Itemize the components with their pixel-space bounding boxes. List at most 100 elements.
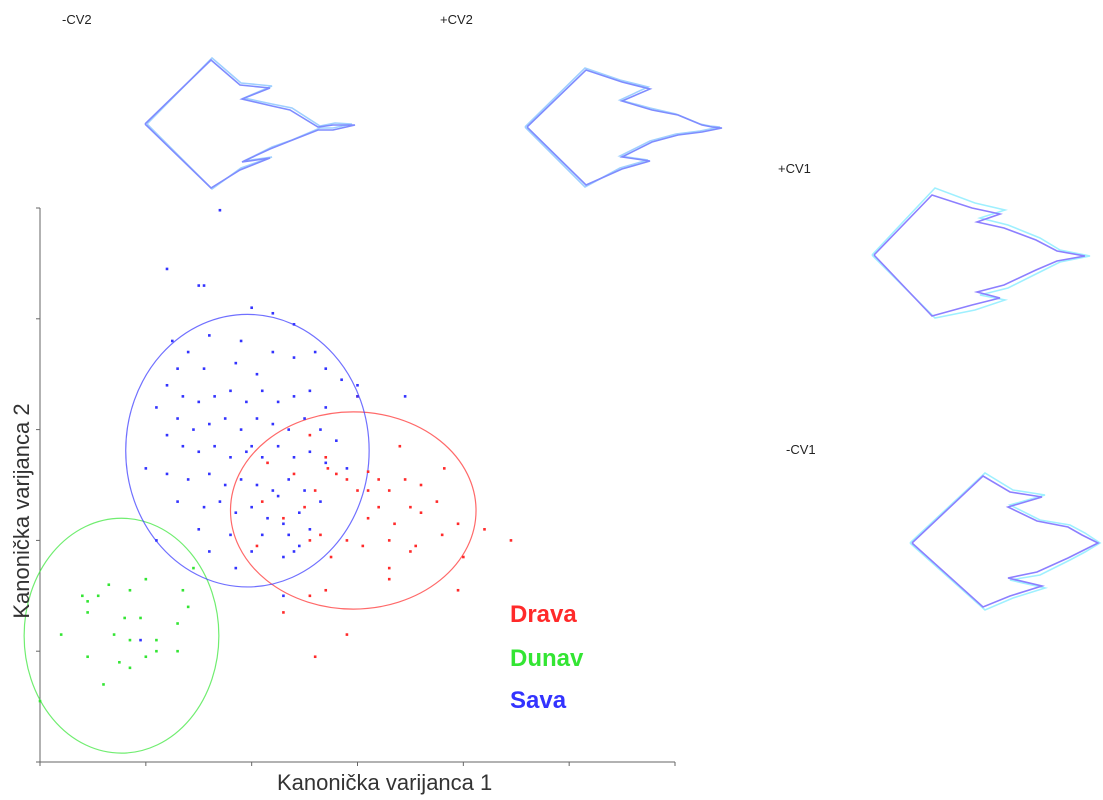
point-sava bbox=[335, 439, 338, 442]
shape-neg-cv2-outline bbox=[146, 56, 353, 191]
point-sava bbox=[197, 528, 201, 531]
point-sava bbox=[245, 450, 248, 454]
point-sava bbox=[345, 467, 349, 470]
point-drava bbox=[313, 655, 317, 659]
point-drava bbox=[361, 544, 365, 548]
point-dunav bbox=[123, 616, 126, 620]
point-dunav bbox=[176, 622, 179, 625]
point-sava bbox=[276, 444, 280, 448]
label-neg-cv1: -CV1 bbox=[786, 442, 816, 457]
point-sava bbox=[292, 456, 296, 459]
point-drava bbox=[483, 528, 486, 531]
point-sava bbox=[287, 533, 291, 537]
point-dunav bbox=[176, 649, 179, 653]
point-sava bbox=[324, 461, 328, 465]
point-drava bbox=[377, 505, 380, 509]
point-drava bbox=[292, 472, 296, 476]
point-sava bbox=[223, 483, 227, 487]
point-drava bbox=[324, 588, 328, 592]
point-drava bbox=[308, 594, 312, 598]
point-sava bbox=[165, 472, 169, 476]
point-sava bbox=[266, 516, 269, 520]
point-sava bbox=[287, 478, 291, 481]
shape-neg-cv2-outline-b bbox=[144, 58, 356, 190]
point-dunav bbox=[59, 633, 63, 636]
point-dunav bbox=[112, 633, 116, 636]
shape-pos-cv1-outline bbox=[871, 187, 1091, 319]
point-sava bbox=[271, 350, 275, 354]
point-sava bbox=[292, 323, 296, 326]
point-sava bbox=[319, 428, 322, 431]
point-sava bbox=[165, 383, 169, 387]
point-drava bbox=[366, 470, 370, 474]
point-sava bbox=[234, 361, 238, 365]
point-sava bbox=[229, 389, 232, 393]
shape-outlines bbox=[144, 56, 1102, 611]
point-drava bbox=[387, 577, 391, 581]
point-sava bbox=[282, 555, 285, 559]
point-sava bbox=[144, 467, 148, 470]
data-points bbox=[38, 208, 513, 703]
point-drava bbox=[387, 489, 391, 492]
point-sava bbox=[250, 550, 253, 553]
point-sava bbox=[208, 334, 211, 337]
point-sava bbox=[255, 417, 259, 420]
point-dunav bbox=[96, 594, 100, 598]
label-neg-cv2: -CV2 bbox=[62, 12, 92, 27]
point-sava bbox=[186, 478, 190, 481]
point-sava bbox=[202, 367, 206, 370]
point-drava bbox=[326, 467, 330, 470]
point-drava bbox=[260, 500, 264, 503]
point-drava bbox=[419, 511, 423, 514]
point-drava bbox=[462, 555, 465, 559]
point-dunav bbox=[128, 588, 132, 592]
point-drava bbox=[442, 467, 446, 470]
point-sava bbox=[176, 417, 179, 420]
point-sava bbox=[155, 539, 158, 542]
label-pos-cv1: +CV1 bbox=[778, 161, 811, 176]
point-drava bbox=[329, 555, 333, 559]
point-sava bbox=[297, 511, 301, 514]
point-sava bbox=[176, 500, 179, 503]
point-drava bbox=[345, 478, 349, 481]
x-axis-label: Kanonička varijanca 1 bbox=[277, 770, 493, 795]
point-sava bbox=[192, 428, 195, 431]
point-sava bbox=[303, 489, 306, 492]
point-sava bbox=[276, 400, 280, 404]
point-drava bbox=[435, 500, 439, 503]
point-sava bbox=[165, 267, 169, 271]
point-drava bbox=[266, 461, 269, 465]
point-drava bbox=[398, 444, 402, 448]
point-dunav bbox=[86, 655, 89, 659]
confidence-ellipses bbox=[23, 313, 477, 754]
shape-pos-cv1-outline-b bbox=[873, 194, 1086, 317]
point-drava bbox=[313, 489, 317, 492]
point-sava bbox=[208, 472, 211, 476]
point-sava bbox=[292, 550, 296, 553]
point-sava bbox=[282, 522, 285, 526]
point-drava bbox=[356, 489, 359, 492]
point-sava bbox=[297, 544, 301, 548]
ellipse-dunav bbox=[23, 517, 220, 754]
point-sava bbox=[213, 444, 216, 448]
point-sava bbox=[403, 395, 407, 398]
point-drava bbox=[377, 478, 380, 481]
point-sava bbox=[313, 350, 317, 354]
point-sava bbox=[308, 528, 312, 531]
point-sava bbox=[340, 378, 343, 382]
point-drava bbox=[308, 433, 312, 437]
ellipse-drava bbox=[229, 411, 477, 610]
point-dunav bbox=[118, 660, 121, 664]
point-sava bbox=[181, 444, 185, 448]
axis-ticks bbox=[36, 207, 676, 766]
point-drava bbox=[409, 505, 412, 509]
point-sava bbox=[186, 350, 190, 354]
point-drava bbox=[366, 516, 370, 520]
point-sava bbox=[356, 395, 359, 398]
point-sava bbox=[234, 566, 238, 570]
point-sava bbox=[276, 494, 280, 498]
point-drava bbox=[282, 611, 285, 614]
point-drava bbox=[456, 522, 460, 526]
axes bbox=[39, 208, 675, 763]
point-sava bbox=[218, 500, 222, 503]
